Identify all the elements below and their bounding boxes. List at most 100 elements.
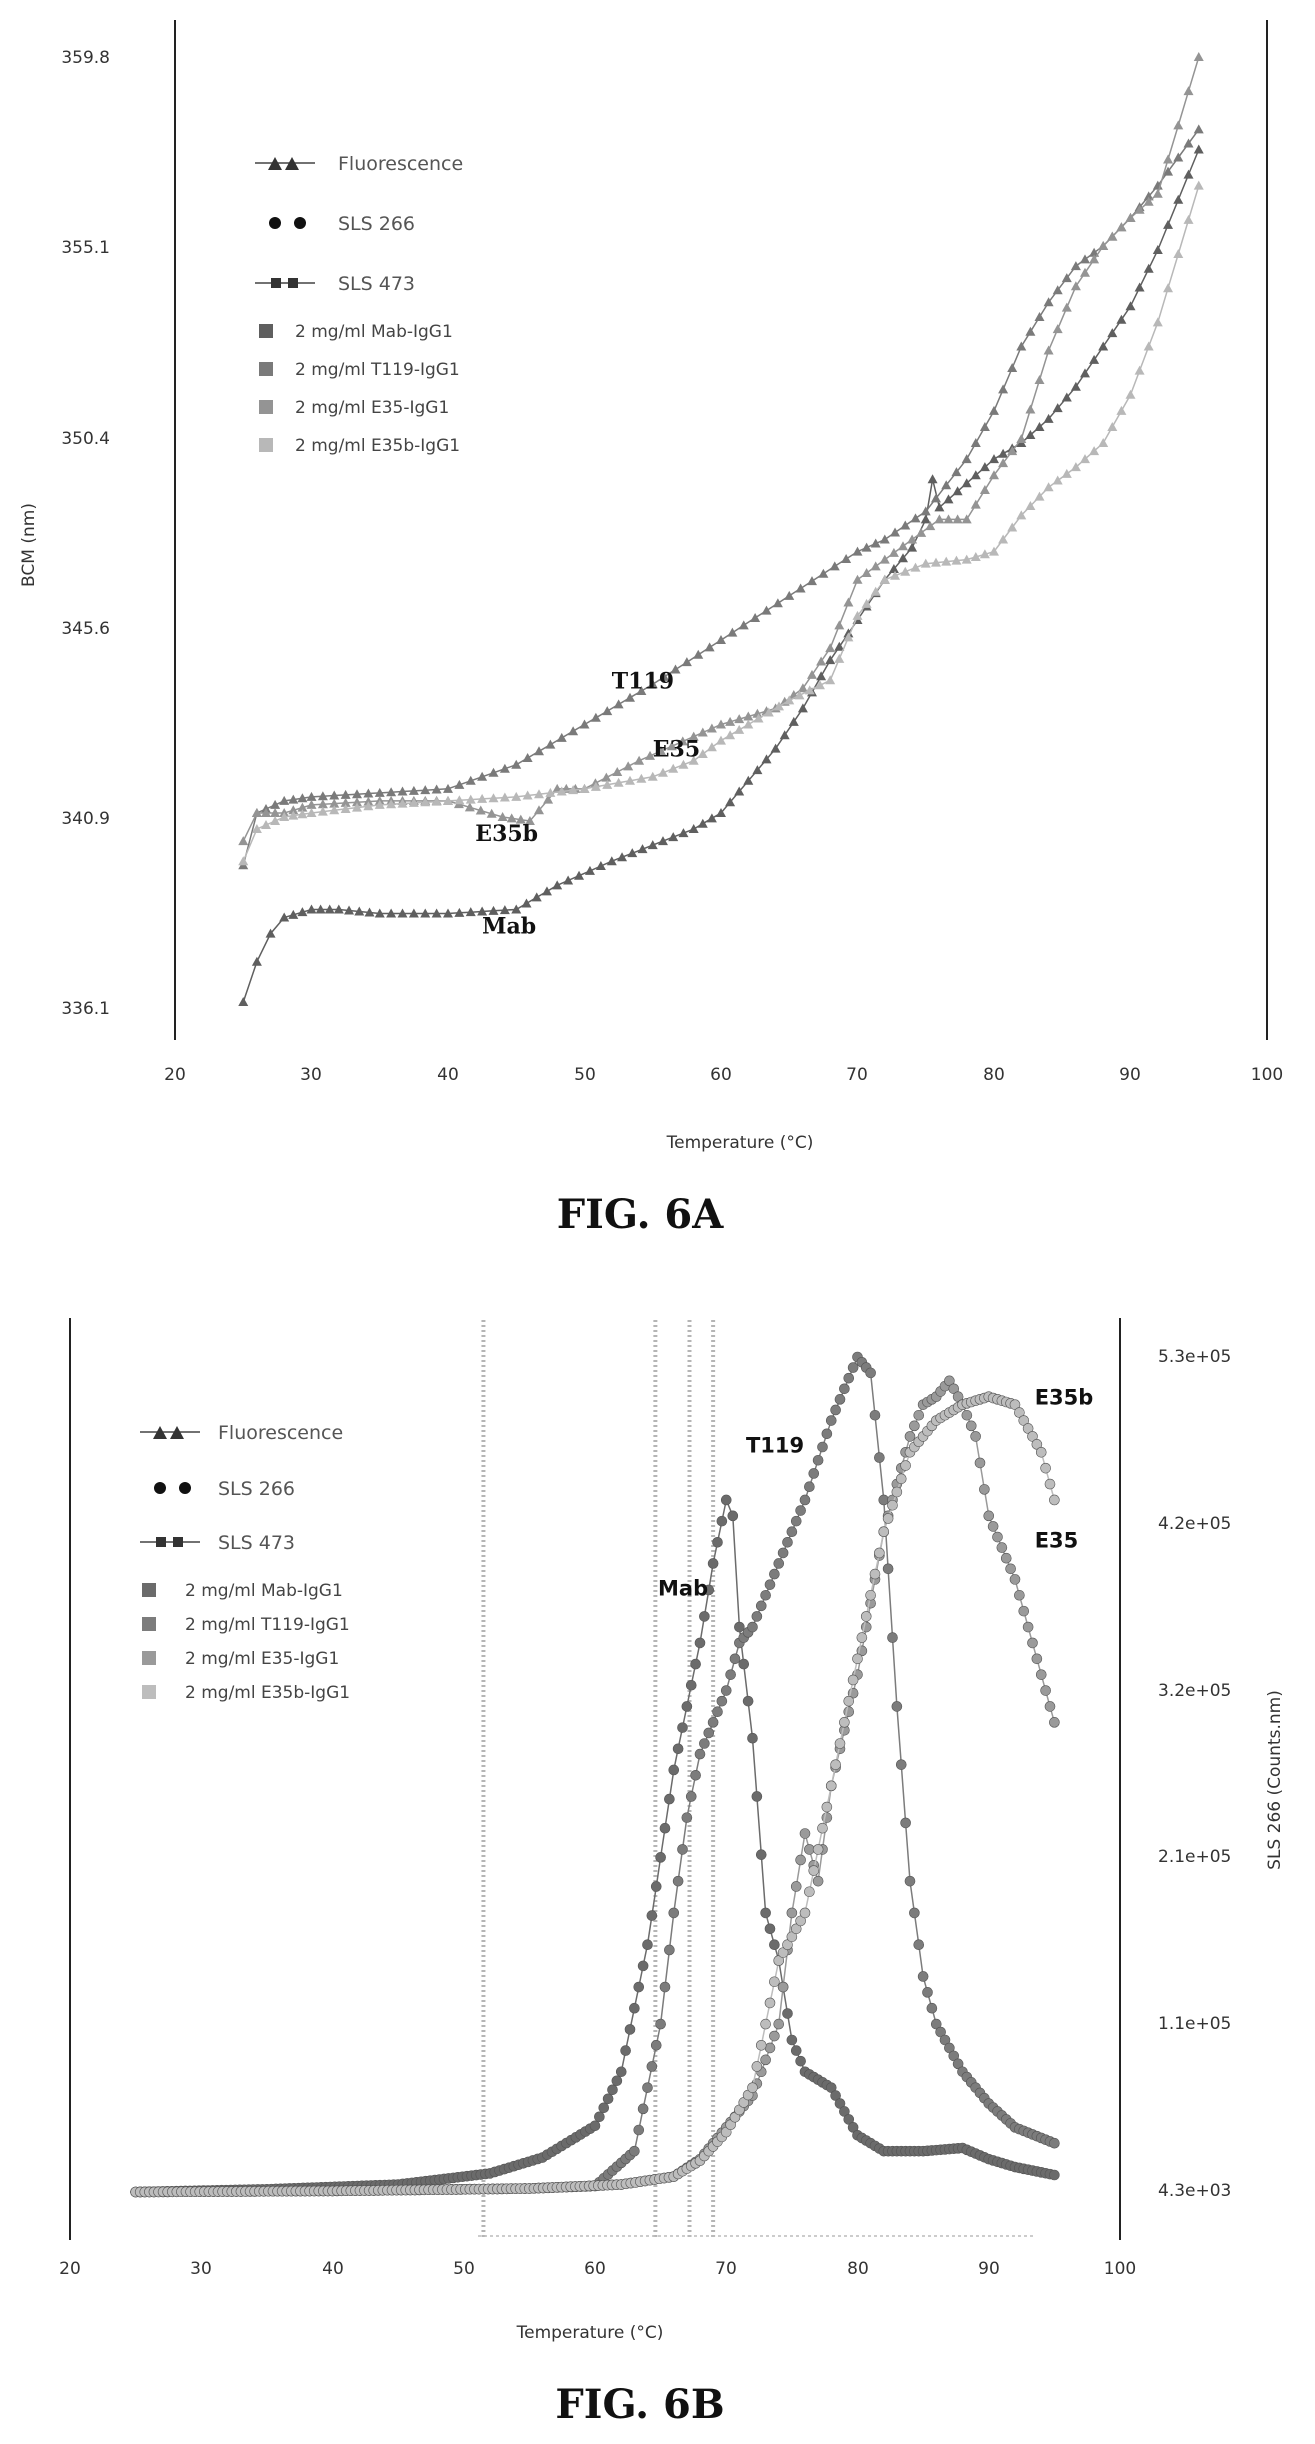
y-tick-labels: 5.3e+05 4.2e+05 3.2e+05 2.1e+05 1.1e+05 … xyxy=(1158,1347,1231,2201)
annotations: T119 Mab E35b E35 xyxy=(658,1386,1093,1601)
data-point-t119 xyxy=(804,1481,815,1493)
data-point-e35 xyxy=(677,736,688,746)
data-point-t119 xyxy=(870,538,881,548)
data-point-t119 xyxy=(1061,273,1072,283)
series-e35b xyxy=(130,1391,1060,2198)
data-point-mab xyxy=(659,1822,671,1834)
data-point-mab xyxy=(443,908,453,918)
data-point-e35 xyxy=(979,484,990,494)
data-point-e35 xyxy=(534,805,544,815)
data-point-e35b xyxy=(568,785,579,795)
data-point-e35 xyxy=(952,514,963,524)
data-point-t119 xyxy=(642,2082,653,2093)
data-point-mab xyxy=(738,1658,750,1670)
data-point-mab xyxy=(420,908,431,918)
data-point-e35b xyxy=(784,695,795,705)
data-point-e35 xyxy=(816,656,827,666)
data-point-mab xyxy=(703,1584,715,1596)
data-point-e35 xyxy=(1007,446,1018,456)
x-tick-label: 30 xyxy=(300,1065,322,1085)
data-point-mab xyxy=(664,1793,675,1805)
data-point-mab xyxy=(770,743,781,753)
data-point-mab xyxy=(727,1510,739,1522)
data-point-e35 xyxy=(965,1420,977,1432)
data-point-e35b xyxy=(764,1997,776,2009)
data-point-t119 xyxy=(306,791,317,801)
legend-swatch-mab xyxy=(142,1583,156,1597)
data-point-e35b xyxy=(930,557,941,567)
data-point-t119 xyxy=(443,783,453,793)
data-point-mab xyxy=(1107,328,1118,338)
data-point-e35 xyxy=(812,1875,824,1887)
data-point-e35 xyxy=(934,514,945,524)
data-point-e35b xyxy=(261,820,271,830)
data-point-t119 xyxy=(690,1769,701,1781)
data-point-e35b xyxy=(743,719,754,729)
data-point-e35 xyxy=(1163,154,1174,164)
data-point-t119 xyxy=(900,1817,911,1829)
data-point-t119 xyxy=(895,1759,907,1770)
data-point-mab xyxy=(716,807,726,817)
data-point-e35b xyxy=(817,1822,828,1834)
data-point-e35b xyxy=(900,566,911,576)
data-point-mab xyxy=(747,1732,758,1744)
data-point-e35b xyxy=(804,685,815,695)
data-point-t119 xyxy=(725,1669,736,1680)
data-point-t119 xyxy=(821,1428,833,1440)
data-point-t119 xyxy=(677,1844,688,1855)
data-point-mab xyxy=(788,716,799,726)
data-point-e35b xyxy=(989,546,999,556)
data-point-mab xyxy=(1025,429,1036,439)
data-point-t119 xyxy=(488,767,499,777)
data-point-e35b xyxy=(1016,510,1027,520)
data-point-mab xyxy=(454,907,465,917)
data-point-e35 xyxy=(1089,254,1100,264)
data-point-mab xyxy=(734,786,745,796)
legend-label-sls-266: SLS 266 xyxy=(218,1478,295,1500)
legend-marker-fluorescence xyxy=(255,157,315,170)
x-tick-label: 70 xyxy=(715,2259,737,2279)
data-point-e35 xyxy=(760,2054,771,2066)
data-point-mab xyxy=(707,1558,719,1569)
data-point-e35b xyxy=(890,570,901,580)
data-point-e35 xyxy=(1034,375,1045,385)
data-point-mab xyxy=(598,2102,610,2114)
data-point-t119 xyxy=(1143,191,1154,201)
data-point-e35 xyxy=(961,1409,973,1421)
data-point-e35 xyxy=(666,741,677,751)
data-point-e35b xyxy=(951,555,962,565)
data-point-mab xyxy=(752,765,763,775)
data-point-t119 xyxy=(556,732,567,742)
data-point-mab xyxy=(265,928,276,938)
data-point-mab xyxy=(816,671,827,681)
data-point-t119 xyxy=(879,534,890,544)
data-point-mab xyxy=(685,1679,697,1691)
x-tick-label: 80 xyxy=(983,1065,1005,1085)
data-point-e35b xyxy=(716,735,726,745)
data-point-mab xyxy=(779,730,790,740)
legend-label-sls-473: SLS 473 xyxy=(218,1532,295,1554)
data-point-mab xyxy=(552,880,563,890)
data-point-t119 xyxy=(1052,285,1063,295)
data-point-t119 xyxy=(904,1875,916,1887)
annotation-t119: T119 xyxy=(612,668,674,694)
data-point-e35 xyxy=(716,719,726,729)
y-tick-label: 2.1e+05 xyxy=(1158,1847,1231,1867)
data-point-mab xyxy=(725,797,736,807)
data-point-e35b xyxy=(804,1886,815,1898)
data-point-e35 xyxy=(1134,204,1145,214)
data-point-mab xyxy=(1163,219,1174,229)
data-point-t119 xyxy=(431,784,442,794)
legend-swatch-e35 xyxy=(142,1651,156,1665)
data-point-e35b xyxy=(297,809,308,819)
data-point-e35 xyxy=(790,1881,802,1892)
data-point-e35 xyxy=(543,794,554,804)
data-point-e35b xyxy=(769,1976,780,1988)
data-point-t119 xyxy=(511,759,522,769)
data-point-e35b xyxy=(465,794,476,804)
x-tick-label: 100 xyxy=(1104,2259,1136,2279)
data-point-t119 xyxy=(681,1812,693,1823)
data-point-e35b xyxy=(843,632,854,642)
data-point-e35b xyxy=(734,724,745,734)
